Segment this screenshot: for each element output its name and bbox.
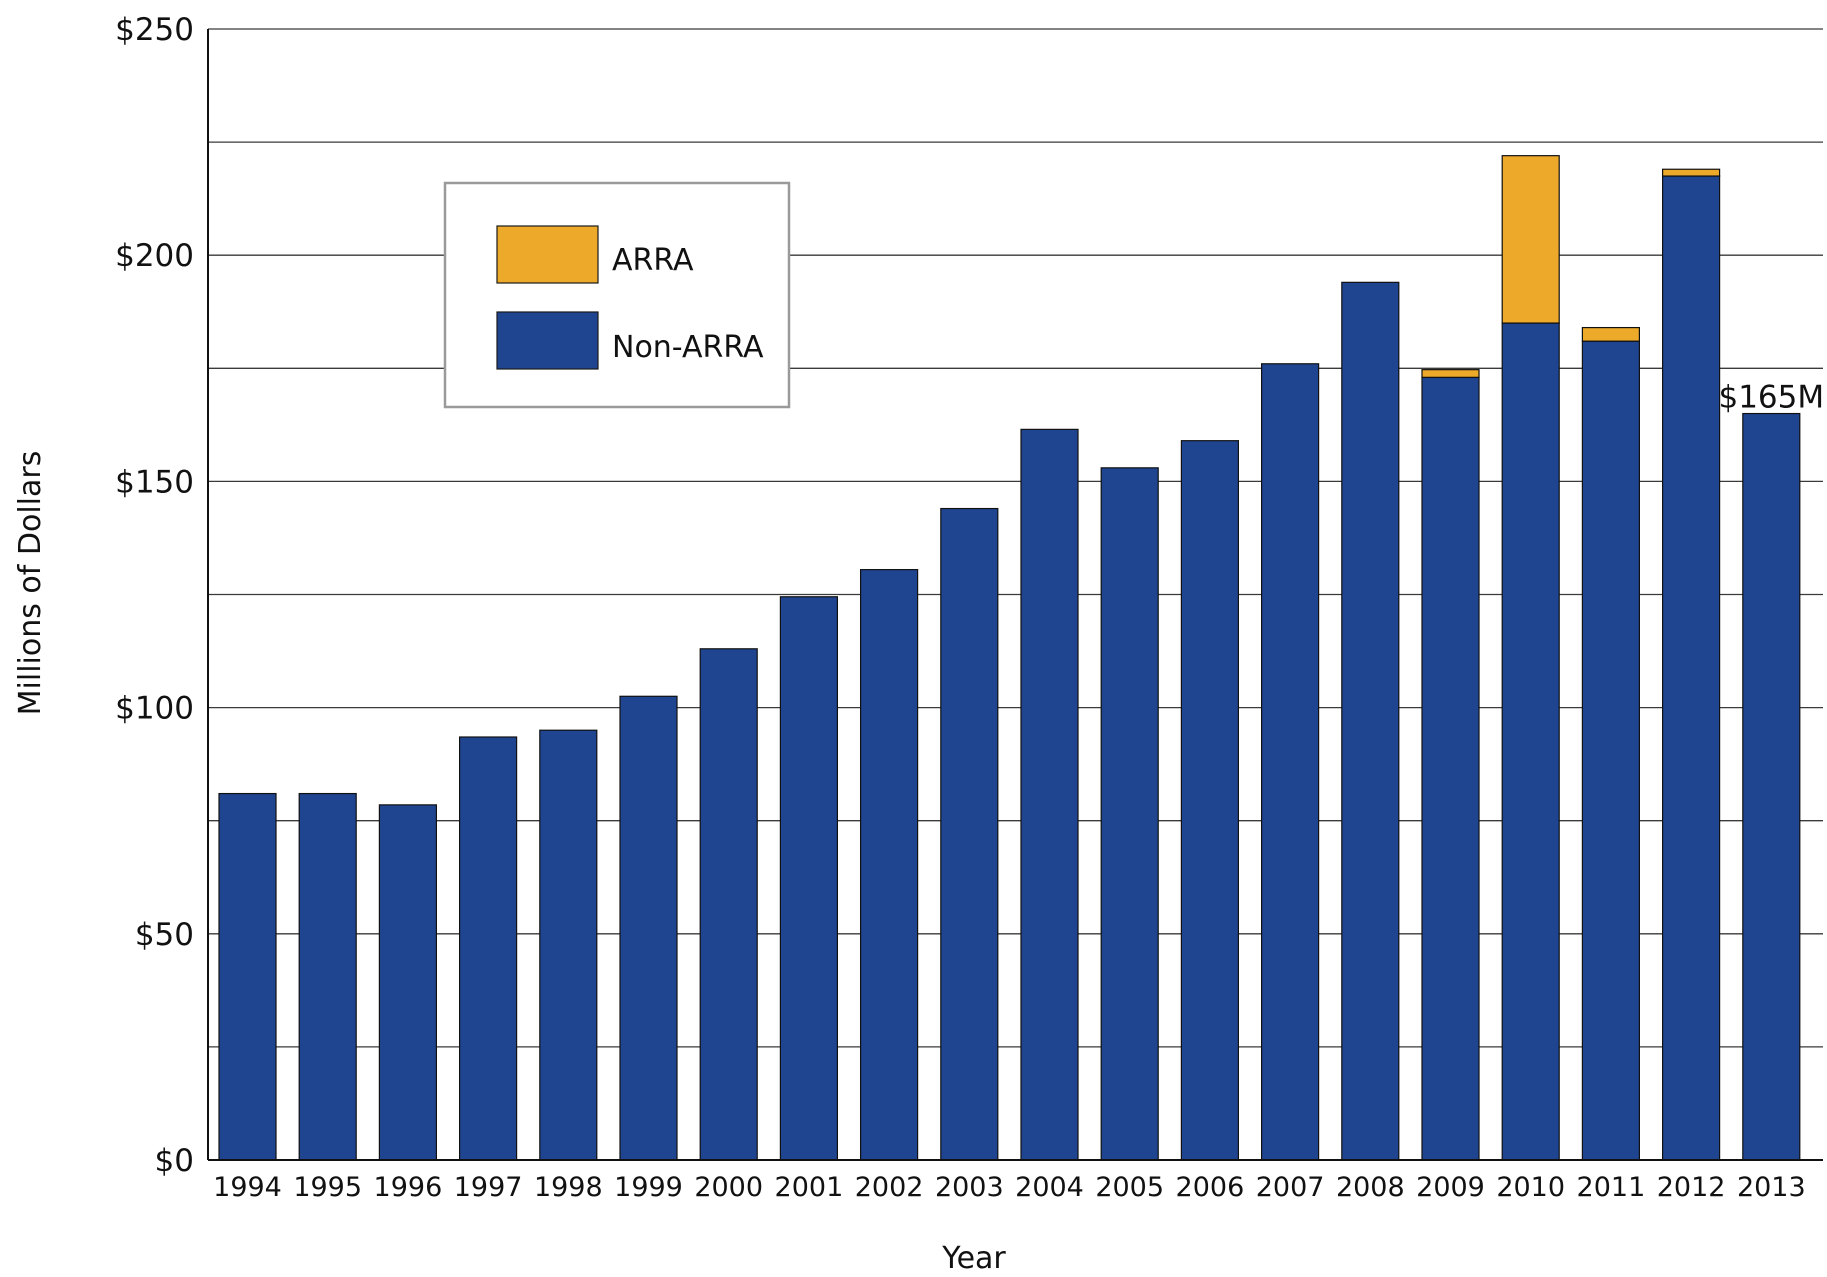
x-tick-label: 2011	[1577, 1172, 1646, 1203]
x-tick-label: 2012	[1657, 1172, 1726, 1203]
bar-non-arra-2012	[1663, 176, 1720, 1160]
bar-non-arra-2010	[1502, 323, 1559, 1160]
x-tick-labels: 1994 1995 1996 1997 1998 1999 2000 2001 2002 2003…	[213, 1172, 1806, 1203]
x-tick-label: 1994	[213, 1172, 282, 1203]
x-tick-label: 2010	[1496, 1172, 1565, 1203]
x-tick-label: 1997	[454, 1172, 523, 1203]
bar-arra-2010	[1502, 156, 1559, 323]
y-tick-label: $50	[135, 917, 194, 953]
x-tick-label: 2009	[1416, 1172, 1485, 1203]
bar-non-arra-1995	[299, 794, 356, 1160]
x-tick-label: 2006	[1176, 1172, 1245, 1203]
x-tick-label: 2013	[1737, 1172, 1806, 1203]
bar-non-arra-2013	[1743, 414, 1800, 1160]
y-tick-label: $100	[115, 691, 194, 727]
x-tick-label: 2005	[1095, 1172, 1164, 1203]
bar-non-arra-2002	[861, 570, 918, 1160]
data-label-2013: $165M	[1718, 380, 1824, 416]
bar-non-arra-1996	[379, 805, 436, 1160]
x-tick-label: 2003	[935, 1172, 1004, 1203]
bar-arra-2011	[1582, 328, 1639, 342]
bar-non-arra-2007	[1262, 364, 1319, 1160]
annotations: $165M	[1718, 380, 1824, 416]
bar-non-arra-2001	[780, 597, 837, 1160]
y-tick-label: $150	[115, 464, 194, 500]
bar-non-arra-1997	[460, 737, 517, 1160]
bar-arra-2012	[1663, 169, 1720, 176]
y-tick-label: $250	[115, 12, 194, 48]
x-axis-title: Year	[941, 1241, 1006, 1273]
legend: ARRA Non-ARRA	[445, 183, 789, 407]
bar-non-arra-1998	[540, 730, 597, 1160]
legend-box	[445, 183, 789, 407]
y-tick-label: $200	[115, 238, 194, 274]
bar-non-arra-2003	[941, 509, 998, 1160]
bar-non-arra-2009	[1422, 377, 1479, 1160]
bar-non-arra-2005	[1101, 468, 1158, 1160]
bar-non-arra-1994	[219, 794, 276, 1160]
y-tick-labels: $0 $50 $100 $150 $200 $250	[115, 12, 194, 1179]
bar-non-arra-2000	[700, 649, 757, 1160]
x-tick-label: 2008	[1336, 1172, 1405, 1203]
bar-arra-2009	[1422, 370, 1479, 378]
x-tick-label: 1998	[534, 1172, 603, 1203]
x-tick-label: 2001	[775, 1172, 844, 1203]
x-tick-label: 1996	[374, 1172, 443, 1203]
y-axis-title: Millions of Dollars	[13, 451, 48, 716]
bar-non-arra-2011	[1582, 341, 1639, 1160]
legend-swatch-non-arra	[497, 312, 598, 369]
x-tick-label: 2000	[694, 1172, 763, 1203]
bar-non-arra-2004	[1021, 429, 1078, 1160]
legend-swatch-arra	[497, 226, 598, 283]
legend-label-non-arra: Non-ARRA	[612, 330, 764, 365]
gridlines	[208, 29, 1823, 1047]
x-tick-label: 1999	[614, 1172, 683, 1203]
x-tick-label: 2007	[1256, 1172, 1325, 1203]
legend-label-arra: ARRA	[612, 243, 694, 278]
x-tick-label: 2004	[1015, 1172, 1084, 1203]
bar-non-arra-2006	[1181, 441, 1238, 1160]
bar-non-arra-2008	[1342, 282, 1399, 1160]
bar-non-arra-1999	[620, 696, 677, 1160]
x-tick-label: 2002	[855, 1172, 924, 1203]
y-tick-label: $0	[155, 1143, 194, 1179]
x-tick-label: 1995	[293, 1172, 362, 1203]
